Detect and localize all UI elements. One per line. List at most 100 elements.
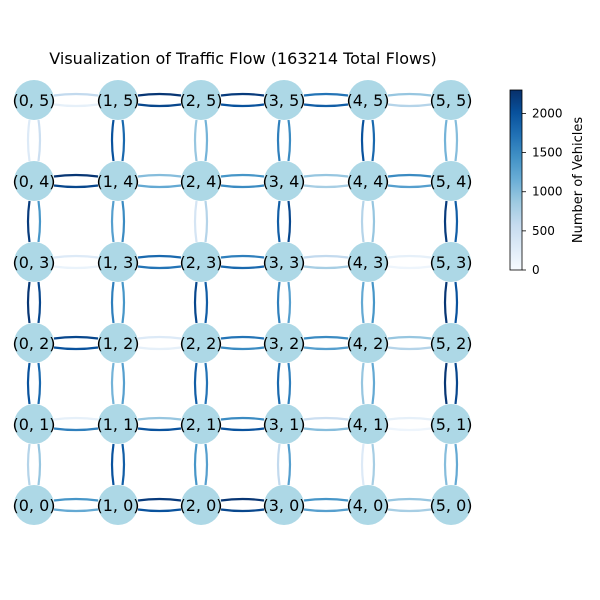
node-label: (2, 5) [179,91,222,110]
edge-v-up-15 [287,281,292,324]
edge-v-up-18 [37,362,42,405]
edge-h-fwd-1 [137,92,182,97]
node-5-3: (5, 3) [429,242,473,282]
edge-h-back-26 [137,508,182,513]
edge-h-back-8 [303,184,349,189]
node-circle [98,161,138,201]
edge-v-up-19 [121,362,126,405]
node-2-0: (2, 0) [179,485,223,525]
edge-v-down-29 [443,443,448,486]
node-circle [348,323,388,363]
node-label: (5, 3) [429,253,472,272]
node-label: (0, 3) [12,253,55,272]
node-label: (3, 1) [262,415,305,434]
edge-h-fwd-2 [220,92,265,97]
edge-v-up-27 [287,443,292,486]
node-circle [264,323,304,363]
edge-v-up-4 [371,119,376,162]
edge-h-fwd-7 [220,173,265,178]
edge-v-up-0 [37,119,42,162]
edge-v-down-12 [26,281,31,324]
edge-h-fwd-17 [220,335,265,340]
node-circle [264,161,304,201]
node-5-5: (5, 5) [429,80,473,120]
node-label: (1, 4) [96,172,139,191]
node-label: (1, 2) [96,334,139,353]
edge-h-fwd-24 [387,416,432,421]
edge-h-fwd-21 [137,416,182,421]
node-circle [98,404,138,444]
node-label: (1, 1) [96,415,139,434]
colorbar-ticks: 0 500 1000 1500 2000 [522,106,563,277]
node-circle [14,80,54,120]
edge-h-fwd-13 [303,254,349,259]
edge-h-back-25 [53,508,99,513]
edge-v-down-17 [443,281,448,324]
node-label: (5, 5) [429,91,472,110]
node-label: (3, 4) [262,172,305,191]
node-label: (4, 3) [346,253,389,272]
node-circle [14,161,54,201]
edge-v-down-28 [360,443,365,486]
edge-v-up-8 [204,200,209,243]
node-5-1: (5, 1) [429,404,473,444]
edge-h-back-13 [303,265,349,270]
node-circle [348,242,388,282]
node-0-3: (0, 3) [12,242,56,282]
edge-h-back-28 [303,508,349,513]
node-4-5: (4, 5) [346,80,390,120]
edge-h-back-12 [220,265,265,270]
edge-v-down-8 [193,200,198,243]
edge-v-down-0 [26,119,31,162]
node-3-1: (3, 1) [262,404,306,444]
edge-v-up-1 [121,119,126,162]
edge-v-up-21 [287,362,292,405]
node-label: (2, 1) [179,415,222,434]
node-label: (5, 2) [429,334,472,353]
edge-v-up-24 [37,443,42,486]
node-label: (3, 5) [262,91,305,110]
node-circle [348,161,388,201]
colorbar: 0 500 1000 1500 2000 Number of Vehicles [509,89,586,277]
edge-v-down-15 [276,281,281,324]
edge-v-down-25 [110,443,115,486]
edge-h-back-19 [387,346,432,351]
edge-h-fwd-12 [220,254,265,259]
colorbar-label: Number of Vehicles [571,117,586,244]
node-circle [98,323,138,363]
edge-v-down-18 [26,362,31,405]
node-5-0: (5, 0) [429,485,473,525]
edge-v-down-9 [276,200,281,243]
node-3-3: (3, 3) [262,242,306,282]
edge-v-down-2 [193,119,198,162]
edge-h-fwd-27 [220,497,265,502]
edge-v-down-7 [110,200,115,243]
node-circle [98,485,138,525]
node-label: (5, 4) [429,172,472,191]
node-circle [431,242,471,282]
edge-h-back-7 [220,184,265,189]
node-circle [98,242,138,282]
node-circle [98,80,138,120]
edge-h-fwd-16 [137,335,182,340]
edge-h-fwd-26 [137,497,182,502]
node-circle [264,80,304,120]
node-label: (0, 0) [12,496,55,515]
node-3-0: (3, 0) [262,485,306,525]
node-0-0: (0, 0) [12,485,56,525]
edge-h-fwd-18 [303,335,349,340]
node-0-2: (0, 2) [12,323,56,363]
edge-v-up-11 [454,200,459,243]
node-circle [181,242,221,282]
node-circle [181,80,221,120]
edge-h-fwd-10 [53,254,99,259]
edge-h-fwd-6 [137,173,182,178]
node-circle [264,485,304,525]
node-label: (5, 1) [429,415,472,434]
node-label: (1, 5) [96,91,139,110]
node-circle [14,485,54,525]
edge-v-down-13 [110,281,115,324]
node-2-3: (2, 3) [179,242,223,282]
edge-v-up-25 [121,443,126,486]
